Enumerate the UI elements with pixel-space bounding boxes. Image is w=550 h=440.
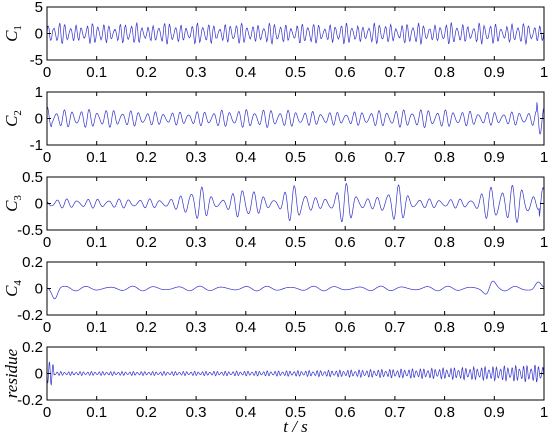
x-tick-label: 0.5 <box>285 149 306 166</box>
y-tick-label: -1 <box>30 137 43 154</box>
x-tick-label: 1 <box>540 149 548 166</box>
x-tick-label: 0.1 <box>86 149 107 166</box>
y-tick-label: 0 <box>35 26 43 43</box>
axes-frame-2 <box>46 91 545 146</box>
y-axis-label-main: C <box>2 285 21 297</box>
x-tick-label: 0.7 <box>384 149 405 166</box>
y-axis-label-main: C <box>2 115 21 127</box>
signal-line-3 <box>46 182 545 224</box>
y-axis-label-subscript: 3 <box>12 195 24 201</box>
x-tick-label: 0.3 <box>186 64 207 81</box>
y-tick-label: 5 <box>35 0 43 16</box>
x-tick-label: 0.9 <box>484 149 505 166</box>
x-tick-label: 0.1 <box>86 64 107 81</box>
signal-line-5 <box>46 361 545 386</box>
x-tick-label: 0 <box>43 404 51 421</box>
x-tick-label: 0.4 <box>235 404 256 421</box>
x-tick-label: 0.7 <box>384 319 405 336</box>
subplot-2: 10-10 0.1 0.2 0.3 0.4 0.5 0.6 0.7 0.8 0.9 1C2 <box>2 84 548 166</box>
y-tick-label: 0.2 <box>22 339 43 356</box>
y-tick-label: 1 <box>35 84 43 101</box>
x-tick-label: 0.2 <box>136 404 157 421</box>
y-axis-label-3: C3 <box>2 195 24 212</box>
y-axis-label-4: C4 <box>2 280 24 297</box>
x-tick-label: 0.6 <box>335 234 356 251</box>
x-tick-label: 0.4 <box>235 149 256 166</box>
x-tick-label: 0.6 <box>335 64 356 81</box>
y-axis-label-subscript: 1 <box>12 25 24 31</box>
x-axis-label: t / s <box>283 417 308 436</box>
x-tick-label: 0.8 <box>434 234 455 251</box>
x-tick-label: 0 <box>43 149 51 166</box>
y-axis-label-main: residue <box>2 348 21 398</box>
x-tick-label: 0.3 <box>186 319 207 336</box>
x-tick-label: 1 <box>540 319 548 336</box>
y-tick-label: -0.2 <box>17 307 43 324</box>
subplot-1: 50-50 0.1 0.2 0.3 0.4 0.5 0.6 0.7 0.8 0.9 1C1 <box>2 0 548 81</box>
x-tick-label: 0.7 <box>384 64 405 81</box>
y-axis-label-subscript: 4 <box>12 280 24 286</box>
subplot-4: 0.20-0.20 0.1 0.2 0.3 0.4 0.5 0.6 0.7 0.8 0.9 1C4 <box>2 254 548 336</box>
x-tick-label: 0.2 <box>136 234 157 251</box>
x-tick-label: 0.3 <box>186 234 207 251</box>
x-tick-label: 0.2 <box>136 149 157 166</box>
x-tick-label: 0.8 <box>434 404 455 421</box>
x-tick-label: 0.9 <box>484 64 505 81</box>
signal-line-1 <box>46 22 545 46</box>
x-tick-label: 0.2 <box>136 64 157 81</box>
y-axis-label-subscript: 2 <box>12 110 24 116</box>
x-tick-label: 0.8 <box>434 149 455 166</box>
x-tick-label: 0.6 <box>335 404 356 421</box>
x-tick-label: 0 <box>43 319 51 336</box>
x-tick-label: 0.2 <box>136 319 157 336</box>
y-tick-label: 0.2 <box>22 254 43 271</box>
x-tick-label: 0.8 <box>434 64 455 81</box>
y-tick-label: 0.5 <box>22 169 43 186</box>
x-tick-label: 0.7 <box>384 404 405 421</box>
x-tick-label: 1 <box>540 234 548 251</box>
x-tick-label: 0.3 <box>186 404 207 421</box>
y-tick-label: 0 <box>35 366 43 383</box>
y-tick-label: -0.5 <box>17 222 43 239</box>
y-tick-label: 0 <box>35 111 43 128</box>
y-tick-label: 0 <box>35 196 43 213</box>
y-tick-label: -5 <box>30 52 43 69</box>
x-tick-label: 1 <box>540 404 548 421</box>
x-tick-label: 0.8 <box>434 319 455 336</box>
x-tick-label: 0.9 <box>484 234 505 251</box>
y-axis-label-main: C <box>2 200 21 212</box>
x-tick-label: 0.9 <box>484 404 505 421</box>
x-tick-label: 0.1 <box>86 404 107 421</box>
y-tick-label: 0 <box>35 281 43 298</box>
y-axis-label-main: C <box>2 30 21 42</box>
x-tick-label: 0.5 <box>285 404 306 421</box>
subplot-3: 0.50-0.50 0.1 0.2 0.3 0.4 0.5 0.6 0.7 0.8 0.9 1C3 <box>2 169 548 251</box>
x-tick-label: 0.4 <box>235 319 256 336</box>
x-tick-label: 0.1 <box>86 319 107 336</box>
x-tick-label: 0.3 <box>186 149 207 166</box>
signal-line-4 <box>46 280 545 300</box>
x-tick-label: 0 <box>43 64 51 81</box>
subplot-5: 0.20-0.20 0.1 0.2 0.3 0.4 0.5 0.6 0.7 0.8 0.9 1res… <box>2 339 548 421</box>
x-tick-label: 0.6 <box>335 319 356 336</box>
x-tick-label: 0 <box>43 234 51 251</box>
x-tick-label: 0.1 <box>86 234 107 251</box>
x-tick-label: 1 <box>540 64 548 81</box>
y-axis-label-2: C2 <box>2 110 24 127</box>
x-tick-label: 0.5 <box>285 64 306 81</box>
x-tick-label: 0.4 <box>235 234 256 251</box>
x-tick-label: 0.4 <box>235 64 256 81</box>
axes-frame-4 <box>46 261 545 316</box>
x-tick-label: 0.5 <box>285 234 306 251</box>
x-tick-label: 0.6 <box>335 149 356 166</box>
x-tick-label: 0.5 <box>285 319 306 336</box>
x-tick-label: 0.7 <box>384 234 405 251</box>
x-tick-label: 0.9 <box>484 319 505 336</box>
signal-line-2 <box>46 102 545 135</box>
y-axis-label-5: residue <box>2 348 21 398</box>
y-axis-label-1: C1 <box>2 25 24 42</box>
y-tick-label: -0.2 <box>17 392 43 409</box>
